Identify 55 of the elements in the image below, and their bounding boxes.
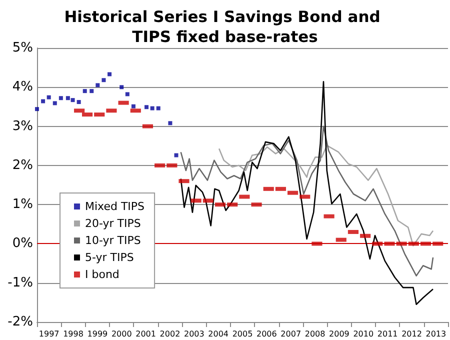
- x-tick-label: 2013: [426, 330, 446, 338]
- x-tick-label: 2007: [280, 330, 302, 338]
- point: [125, 92, 130, 96]
- point: [120, 85, 124, 90]
- point: [76, 100, 81, 104]
- y-tick-label: 4%: [12, 80, 33, 95]
- legend-label: 10-yr TIPS: [85, 234, 141, 247]
- x-tick-label: 2009: [329, 330, 350, 338]
- y-tick-label: -1%: [8, 275, 33, 290]
- y-tick-label: 1%: [12, 197, 33, 212]
- x-tick-label: 2000: [111, 330, 132, 338]
- x-tick-label: 1997: [38, 330, 60, 338]
- y-tick-label: -2%: [8, 314, 33, 330]
- x-tick-label: 2001: [136, 330, 156, 338]
- x-tick-label: 2004: [208, 330, 229, 338]
- x-tick-label: 1998: [63, 330, 84, 338]
- point: [168, 121, 172, 126]
- x-tick-label: 1999: [87, 330, 108, 338]
- y-tick-label: 0%: [12, 236, 33, 252]
- x-tick-label: 2011: [377, 330, 398, 338]
- point: [150, 106, 154, 110]
- x-tick-label: 2008: [304, 330, 326, 338]
- chart-title: Historical Series I Savings Bond and TIPS fixed base-rates: [64, 8, 386, 46]
- legend-label: Mixed TIPS: [85, 200, 145, 213]
- legend-label: 5-yr TIPS: [85, 251, 134, 264]
- point: [96, 83, 100, 88]
- point: [90, 89, 94, 94]
- x-tick-label: 2006: [256, 330, 277, 338]
- line-series: [218, 144, 434, 246]
- point: [70, 98, 75, 102]
- y-tick-label: 2%: [12, 158, 33, 173]
- y-tick-label: 5%: [12, 40, 33, 56]
- legend-label: 20-yr TIPS: [85, 217, 141, 230]
- point: [102, 78, 106, 82]
- point: [108, 72, 112, 76]
- legend-label: I bond: [85, 268, 120, 281]
- point: [144, 105, 149, 110]
- x-tick-label: 2012: [402, 330, 422, 338]
- point: [131, 104, 136, 108]
- line-series: [180, 126, 434, 276]
- y-tick-label: 3%: [12, 118, 33, 134]
- line-series: [180, 81, 434, 306]
- x-tick-label: 2005: [232, 330, 253, 338]
- x-tick-label: 2002: [160, 330, 180, 338]
- point: [66, 96, 70, 100]
- point: [58, 96, 63, 100]
- x-tick-label: 2003: [184, 330, 204, 338]
- point: [156, 106, 160, 110]
- x-tick-label: 2010: [353, 330, 374, 338]
- point: [41, 99, 46, 104]
- point: [82, 89, 87, 94]
- point: [52, 101, 57, 106]
- point: [35, 107, 39, 112]
- point: [46, 95, 51, 100]
- point: [174, 153, 178, 158]
